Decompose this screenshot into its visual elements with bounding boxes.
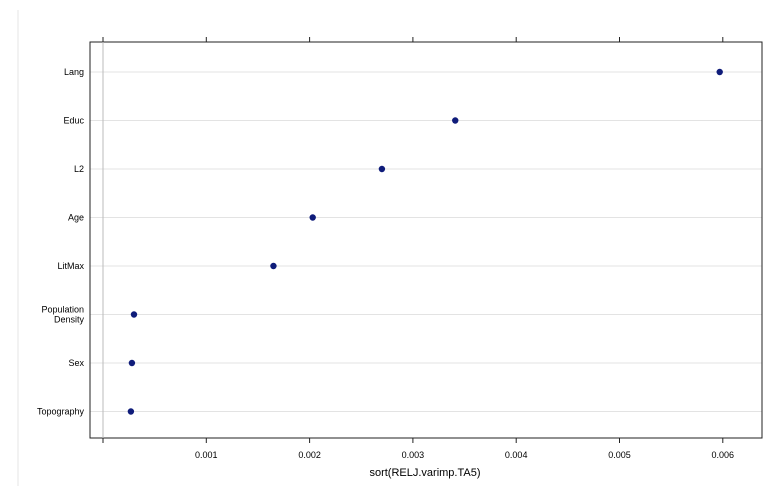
category-label: L2	[74, 164, 84, 174]
category-label: Educ	[63, 116, 84, 126]
axis-ticks	[102, 37, 724, 443]
category-label: Population Density	[41, 305, 84, 325]
category-label: Lang	[64, 67, 84, 77]
x-tick-label: 0.003	[402, 450, 425, 460]
x-tick-label: 0.002	[298, 450, 321, 460]
category-label: Age	[68, 213, 84, 223]
data-point	[270, 262, 277, 270]
data-point	[452, 117, 459, 124]
category-label-line: Population	[41, 305, 84, 315]
category-label: Sex	[68, 358, 84, 368]
plot-frame	[89, 41, 763, 439]
category-label: Topography	[37, 407, 85, 417]
data-point	[130, 311, 138, 318]
x-tick-label: 0.005	[608, 450, 631, 460]
data-point	[378, 165, 386, 173]
axis-labels: 0.001 0.002 0.003 0.004 0.005 0.006 Lang Educ L2…	[37, 67, 734, 460]
data-point	[309, 214, 316, 221]
category-label-line: Density	[54, 315, 85, 325]
grid-lines	[90, 71, 762, 412]
x-axis-title: sort(RELJ.varimp.TA5)	[369, 467, 480, 479]
x-tick-label: 0.004	[505, 450, 528, 460]
data-points	[127, 68, 723, 415]
category-label: LitMax	[57, 261, 84, 271]
data-point	[716, 68, 723, 76]
x-tick-label: 0.001	[195, 450, 218, 460]
data-point	[127, 408, 135, 415]
data-point	[128, 359, 136, 367]
x-tick-label: 0.006	[712, 450, 735, 460]
